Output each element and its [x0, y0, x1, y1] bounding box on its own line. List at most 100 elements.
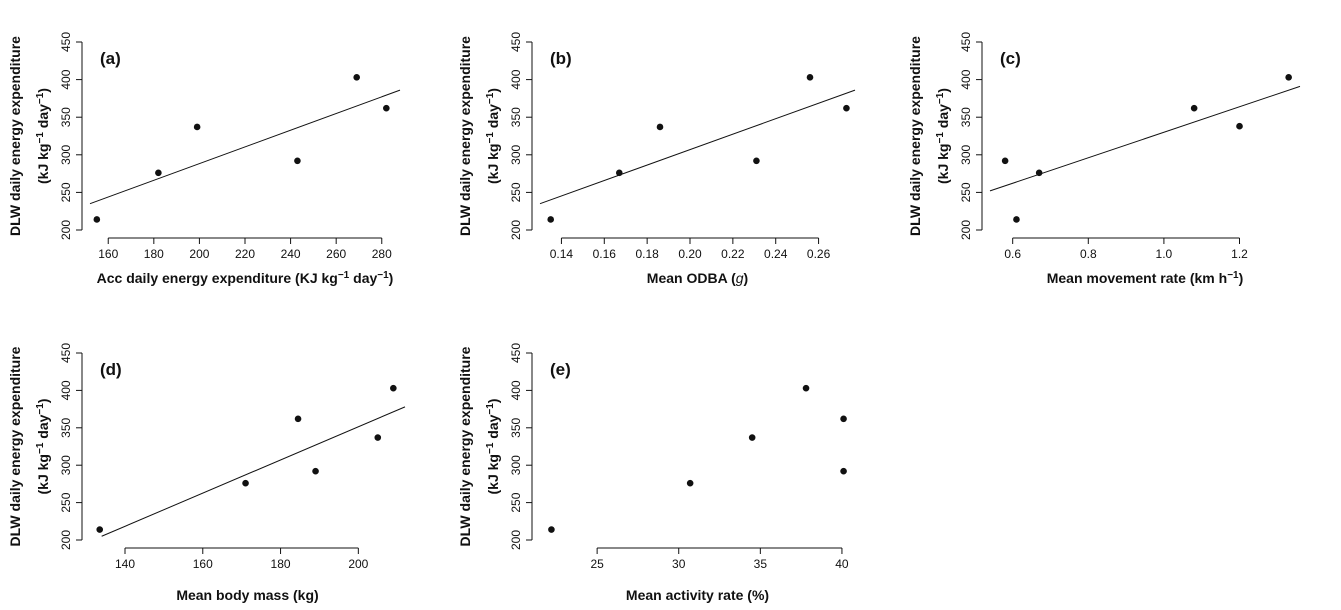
- data-point: [802, 384, 810, 392]
- x-tick-label: 0.26: [807, 247, 831, 261]
- data-point: [843, 104, 850, 112]
- regression-line: [101, 406, 406, 537]
- y-tick-label: 250: [509, 492, 523, 512]
- x-tick-label: 180: [271, 557, 291, 571]
- y-tick-label: 200: [59, 530, 73, 550]
- panel-label: (c): [1000, 49, 1021, 68]
- regression-line: [89, 89, 401, 205]
- x-axis-title: Mean body mass (kg): [176, 587, 318, 603]
- panel-a: 160 180 200 220 240 260 280 200 250 300 350 400 450 (…: [7, 32, 401, 287]
- data-point: [615, 169, 623, 177]
- data-point: [193, 123, 201, 131]
- y-tick-label: 300: [59, 455, 73, 475]
- y-tick-label: 300: [959, 144, 973, 164]
- x-tick-label: 0.8: [1080, 247, 1097, 261]
- x-tick-label: 140: [115, 557, 135, 571]
- y-tick-label: 450: [509, 32, 523, 52]
- data-point: [548, 526, 555, 533]
- panel-d: 140 160 180 200 200 250 300 350 400 450 (d) Mean bo…: [7, 343, 406, 603]
- y-tick-label: 200: [509, 220, 523, 240]
- data-point: [547, 216, 555, 223]
- x-tick-label: 0.18: [635, 247, 659, 261]
- x-tick-label: 30: [672, 557, 686, 571]
- y-tick-label: 250: [959, 182, 973, 202]
- y-tick-label: 400: [59, 69, 73, 89]
- y-tick-label: 450: [59, 343, 73, 363]
- y-tick-label: 450: [59, 32, 73, 52]
- panel-label: (b): [550, 49, 572, 68]
- y-axis-title-line1: DLW daily energy expenditure: [7, 36, 23, 236]
- y-tick-label: 200: [959, 220, 973, 240]
- y-tick-label: 400: [959, 69, 973, 89]
- x-axis-title: Mean activity rate (%): [626, 587, 769, 603]
- x-tick-label: 0.20: [678, 247, 702, 261]
- y-axis-title-line1: DLW daily energy expenditure: [907, 36, 923, 236]
- y-tick-label: 350: [509, 107, 523, 127]
- y-axis-title-line2: (kJ kg−1 day−1): [485, 399, 502, 495]
- x-tick-label: 40: [835, 557, 849, 571]
- y-tick-label: 450: [959, 32, 973, 52]
- y-tick-label: 350: [509, 417, 523, 437]
- x-tick-label: 0.24: [764, 247, 788, 261]
- x-tick-label: 180: [144, 247, 164, 261]
- data-point: [374, 434, 382, 441]
- data-point: [353, 74, 360, 81]
- x-tick-label: 280: [372, 247, 392, 261]
- data-point: [656, 123, 664, 131]
- y-tick-label: 400: [509, 69, 523, 89]
- data-point: [1285, 74, 1292, 81]
- x-tick-label: 0.6: [1004, 247, 1021, 261]
- x-tick-label: 0.16: [593, 247, 617, 261]
- panel-b: 0.14 0.16 0.18 0.20 0.22 0.24 0.26 200 250 300 350…: [457, 32, 856, 286]
- data-point: [840, 467, 847, 475]
- y-tick-label: 400: [509, 380, 523, 400]
- data-point: [748, 434, 756, 441]
- x-tick-label: 160: [98, 247, 118, 261]
- x-tick-label: 0.22: [721, 247, 745, 261]
- y-tick-label: 350: [59, 417, 73, 437]
- data-point: [1013, 216, 1020, 223]
- x-tick-label: 1.2: [1231, 247, 1248, 261]
- data-point: [753, 157, 760, 165]
- panel-label: (e): [550, 360, 571, 379]
- data-point: [294, 157, 301, 165]
- data-point: [294, 415, 302, 423]
- y-tick-label: 300: [509, 144, 523, 164]
- regression-line: [989, 85, 1301, 192]
- y-tick-label: 350: [59, 107, 73, 127]
- y-axis-title-line1: DLW daily energy expenditure: [457, 346, 473, 546]
- data-point: [383, 104, 390, 112]
- x-tick-label: 1.0: [1156, 247, 1173, 261]
- data-point: [840, 415, 847, 423]
- y-tick-label: 300: [59, 144, 73, 164]
- y-axis-title-line2: (kJ kg−1 day−1): [485, 88, 502, 184]
- panel-e: 25 30 35 40 200 250 300 350 400 450 (e) Mean activi…: [457, 343, 849, 603]
- y-tick-label: 450: [509, 343, 523, 363]
- y-axis-title-line1: DLW daily energy expenditure: [7, 346, 23, 546]
- data-point: [1236, 122, 1243, 130]
- regression-line: [539, 89, 856, 205]
- panel-label: (a): [100, 49, 121, 68]
- x-tick-label: 220: [235, 247, 255, 261]
- data-point: [1190, 104, 1198, 112]
- y-tick-label: 350: [959, 107, 973, 127]
- data-point: [686, 479, 694, 487]
- x-tick-label: 160: [193, 557, 213, 571]
- x-tick-label: 260: [326, 247, 346, 261]
- y-axis-title-line2: (kJ kg−1 day−1): [35, 88, 52, 184]
- data-point: [1001, 157, 1009, 165]
- data-point: [96, 526, 104, 533]
- data-point: [390, 384, 397, 392]
- data-point: [155, 169, 162, 177]
- y-tick-label: 400: [59, 380, 73, 400]
- x-tick-label: 25: [590, 557, 604, 571]
- x-tick-label: 0.14: [550, 247, 574, 261]
- x-tick-label: 200: [348, 557, 368, 571]
- y-axis-title-line2: (kJ kg−1 day−1): [935, 88, 952, 184]
- y-tick-label: 200: [59, 220, 73, 240]
- x-axis-title: Acc daily energy expenditure (KJ kg−1 da…: [97, 270, 394, 287]
- y-axis-title-line1: DLW daily energy expenditure: [457, 36, 473, 236]
- y-tick-label: 250: [59, 492, 73, 512]
- y-axis-title-line2: (kJ kg−1 day−1): [35, 399, 52, 495]
